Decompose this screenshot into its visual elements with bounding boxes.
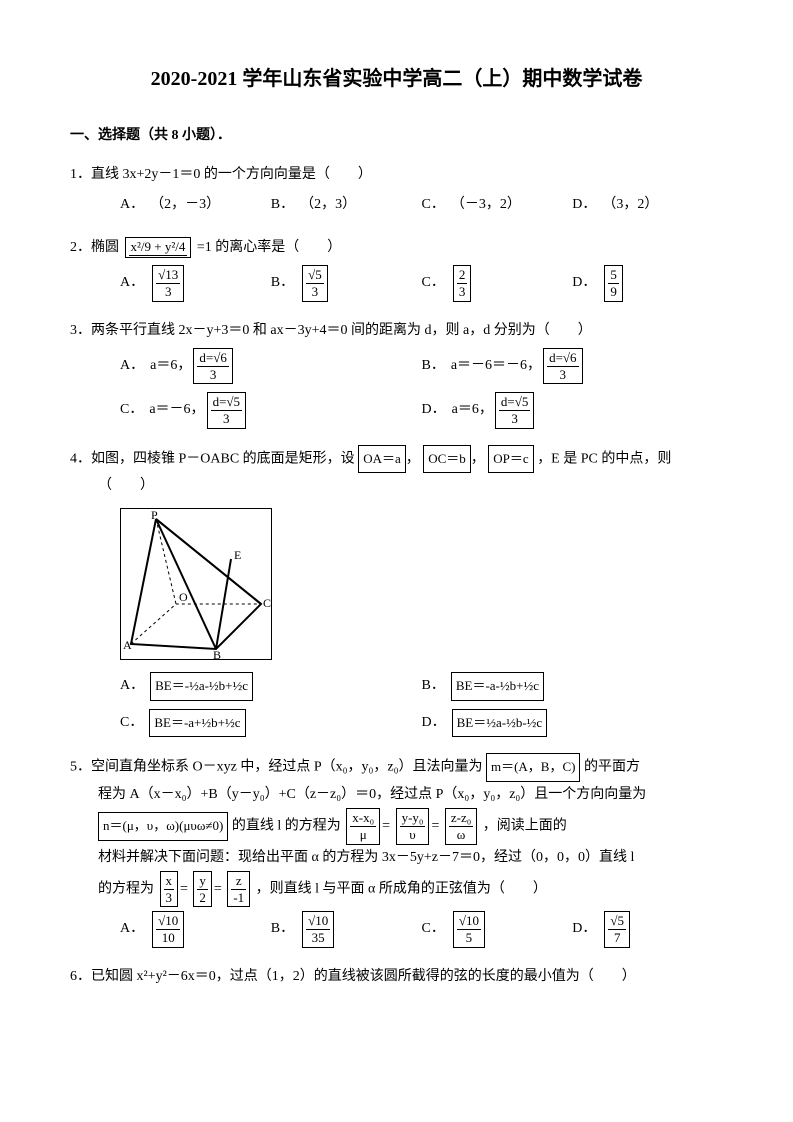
q5-options: A．√1010 B．√1035 C．√105 D．√57 — [70, 907, 723, 951]
q2-opt-d: D．59 — [572, 265, 723, 301]
question-3: 3．两条平行直线 2x－y+3＝0 和 ax－3y+4＝0 间的距离为 d，则 … — [70, 318, 723, 433]
vec-oa: OA＝a — [358, 445, 406, 474]
q5-line5: 的方程为 x3= y2= z-1 ，则直线 l 与平面 α 所成角的正弦值为（ … — [70, 871, 723, 907]
vec-op: OP＝c — [488, 445, 533, 474]
vec-m: m＝(A，B，C) — [486, 753, 581, 782]
svg-text:B: B — [213, 648, 221, 659]
question-6: 6．已知圆 x²+y²－6x＝0，过点（1，2）的直线被该圆所截得的弦的长度的最… — [70, 964, 723, 991]
vec-oc: OC＝b — [423, 445, 471, 474]
section-heading: 一、选择题（共 8 小题）． — [70, 123, 723, 150]
q1-opt-c: C．（－3，2） — [422, 192, 573, 219]
question-2: 2．椭圆 x²/9 + y²/4 =1 的离心率是（ ） A．√133 B．√5… — [70, 235, 723, 306]
q3-opt-d: D．a＝6，d=√53 — [422, 392, 724, 428]
q5-opt-b: B．√1035 — [271, 911, 422, 947]
q2-ellipse-eq: x²/9 + y²/4 — [125, 237, 192, 258]
q4-opt-c: C．BE＝-a+½b+½c — [120, 709, 422, 738]
page-title: 2020-2021 学年山东省实验中学高二（上）期中数学试卷 — [70, 60, 723, 98]
q4-bracket: （ ） — [70, 473, 723, 500]
q1-opt-d: D．（3，2） — [572, 192, 723, 219]
q1-options: A．（2，－3） B．（2，3） C．（－3，2） D．（3，2） — [70, 188, 723, 223]
q4-text: 4．如图，四棱锥 P－OABC 的底面是矩形，设 OA＝a， OC＝b， OP＝… — [70, 445, 723, 474]
q5-opt-d: D．√57 — [572, 911, 723, 947]
svg-text:A: A — [123, 638, 132, 652]
q5-opt-a: A．√1010 — [120, 911, 271, 947]
q1-opt-b: B．（2，3） — [271, 192, 422, 219]
q5-opt-c: C．√105 — [422, 911, 573, 947]
q6-text: 6．已知圆 x²+y²－6x＝0，过点（1，2）的直线被该圆所截得的弦的长度的最… — [70, 964, 723, 991]
q1-text: 1．直线 3x+2y－1＝0 的一个方向向量是（ ） — [70, 162, 723, 189]
vec-n: n＝(μ，υ，ω)(μυω≠0) — [98, 812, 228, 841]
q2-options: A．√133 B．√53 C．23 D．59 — [70, 261, 723, 305]
q5-line1: 5．空间直角坐标系 O－xyz 中，经过点 P（x₀，y₀，z₀）且法向量为 m… — [70, 753, 723, 782]
q5-line4: 材料并解决下面问题：现给出平面 α 的方程为 3x－5y+z－7＝0，经过（0，… — [70, 845, 723, 872]
q5-line3: n＝(μ，υ，ω)(μυω≠0) 的直线 l 的方程为 x-x₀μ= y-y₀υ… — [70, 808, 723, 844]
question-4: 4．如图，四棱锥 P－OABC 的底面是矩形，设 OA＝a， OC＝b， OP＝… — [70, 445, 723, 742]
q2-opt-c: C．23 — [422, 265, 573, 301]
q4-options: A．BE＝-½a-½b+½c B．BE＝-a-½b+½c C．BE＝-a+½b+… — [70, 668, 723, 741]
svg-text:C: C — [263, 596, 271, 610]
q4-figure: P E O A B C — [120, 508, 272, 660]
svg-text:P: P — [151, 509, 158, 522]
svg-text:E: E — [234, 548, 241, 562]
q3-opt-a: A．a＝6，d=√63 — [120, 348, 422, 384]
q3-options: A．a＝6，d=√63 B．a＝－6＝－6，d=√63 C．a＝－6，d=√53… — [70, 344, 723, 432]
q2-text: 2．椭圆 x²/9 + y²/4 =1 的离心率是（ ） — [70, 235, 723, 262]
question-1: 1．直线 3x+2y－1＝0 的一个方向向量是（ ） A．（2，－3） B．（2… — [70, 162, 723, 223]
q5-line2: 程为 A（x－x₀）+B（y－y₀）+C（z－z₀）＝0，经过点 P（x₀，y₀… — [70, 782, 723, 809]
question-5: 5．空间直角坐标系 O－xyz 中，经过点 P（x₀，y₀，z₀）且法向量为 m… — [70, 753, 723, 951]
q3-opt-c: C．a＝－6，d=√53 — [120, 392, 422, 428]
q4-opt-a: A．BE＝-½a-½b+½c — [120, 672, 422, 701]
q1-opt-a: A．（2，－3） — [120, 192, 271, 219]
q3-opt-b: B．a＝－6＝－6，d=√63 — [422, 348, 724, 384]
q2-opt-a: A．√133 — [120, 265, 271, 301]
svg-text:O: O — [179, 590, 188, 604]
q3-text: 3．两条平行直线 2x－y+3＝0 和 ax－3y+4＝0 间的距离为 d，则 … — [70, 318, 723, 345]
q2-opt-b: B．√53 — [271, 265, 422, 301]
q4-opt-d: D．BE＝½a-½b-½c — [422, 709, 724, 738]
q4-opt-b: B．BE＝-a-½b+½c — [422, 672, 724, 701]
